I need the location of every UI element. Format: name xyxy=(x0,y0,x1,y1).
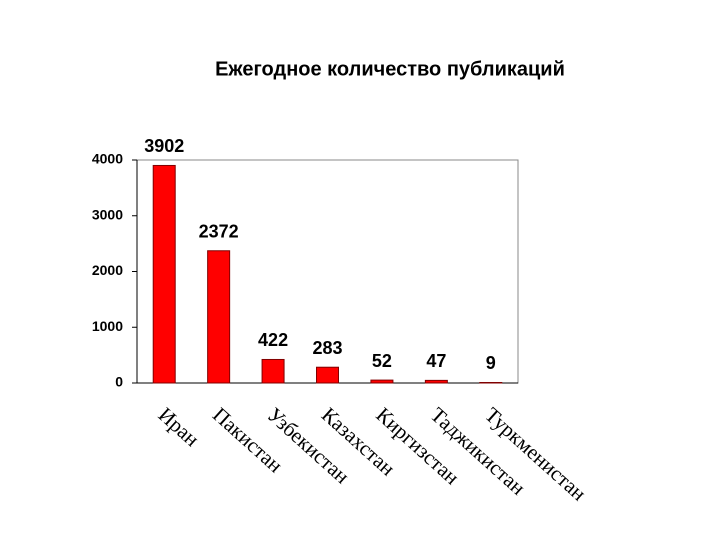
bar xyxy=(424,379,448,384)
bar xyxy=(261,358,285,384)
x-tick-label: Иран xyxy=(154,402,204,451)
bar xyxy=(152,164,176,384)
y-tick-label: 4000 xyxy=(92,151,123,167)
y-tick-label: 1000 xyxy=(92,318,123,334)
value-label: 2372 xyxy=(199,222,239,242)
y-tick-label: 0 xyxy=(115,374,123,390)
bar xyxy=(370,379,394,384)
value-label: 9 xyxy=(486,353,496,373)
y-tick-label: 2000 xyxy=(92,262,123,278)
value-label: 422 xyxy=(258,330,288,350)
chart-title: Ежегодное количество публикаций xyxy=(215,58,565,80)
value-label: 47 xyxy=(426,351,446,371)
bar xyxy=(207,250,231,384)
value-label: 3902 xyxy=(144,136,184,156)
value-label: 52 xyxy=(372,351,392,371)
value-label: 283 xyxy=(312,338,342,358)
y-tick-label: 3000 xyxy=(92,206,123,222)
bar xyxy=(316,366,339,384)
bar xyxy=(479,381,503,384)
